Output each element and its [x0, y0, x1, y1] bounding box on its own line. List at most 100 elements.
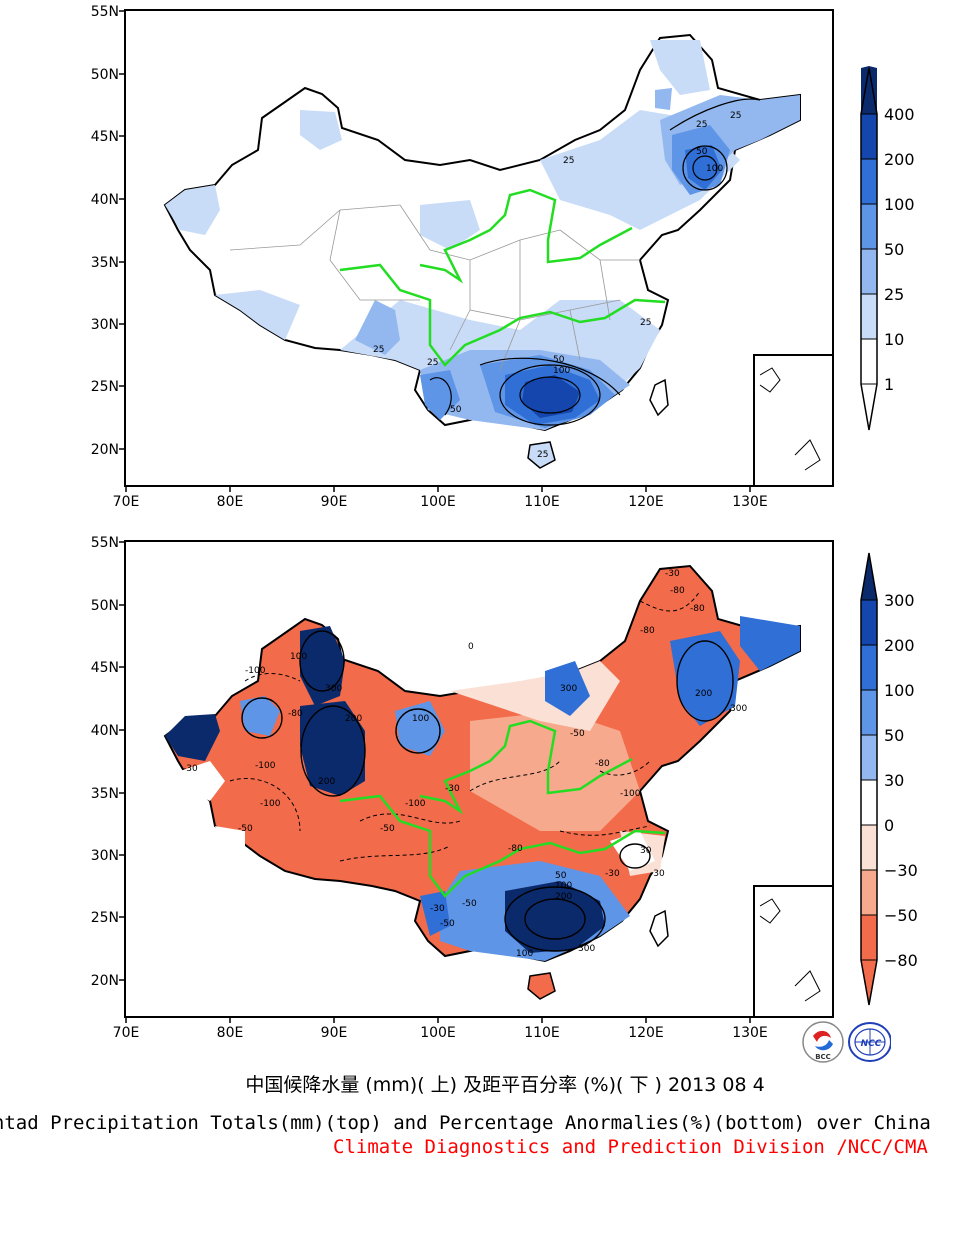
bottom-contour-label: -80 [690, 604, 705, 614]
bottom-contour-label: -50 [570, 729, 585, 739]
bottom-lon-label: 130E [732, 1025, 768, 1041]
bottom-contour-label: -80 [640, 626, 655, 636]
top-lon-labels: 70E 80E 90E 100E 110E 120E 130E [113, 494, 768, 510]
bottom-fill-patch [545, 661, 590, 716]
top-lat-label: 30N [91, 317, 119, 333]
top-lat-labels: 55N 50N 45N 40N 35N 30N 25N 20N [91, 4, 119, 458]
bottom-contour-label: -80 [670, 586, 685, 596]
bottom-dashed-contours [229, 590, 701, 862]
bcc-logo-text: BCC [815, 1053, 831, 1061]
bottom-contour-label: -50 [440, 919, 455, 929]
bottom-lat-label: 40N [91, 723, 119, 739]
bottom-colorbar-label: 100 [884, 681, 915, 700]
top-contour-label: 50 [450, 405, 462, 415]
ncc-logo-text: NCC [861, 1039, 882, 1049]
top-colorbar-swatch [861, 204, 877, 249]
top-lon-label: 110E [524, 494, 560, 510]
bottom-colorbar-swatch [861, 915, 877, 960]
top-colorbar-swatch [861, 339, 877, 384]
top-lat-ticks [119, 10, 125, 450]
bottom-colorbar-label: 200 [884, 636, 915, 655]
bottom-colorbar-swatch [861, 825, 877, 870]
top-hainan [527, 441, 556, 469]
top-lon-ticks [125, 486, 751, 492]
bottom-colorbar-label: −80 [884, 951, 918, 970]
bottom-lat-label: 35N [91, 786, 119, 802]
bottom-lon-ticks [125, 1017, 751, 1023]
top-contour-label: 100 [706, 164, 723, 174]
bottom-fill-patch [180, 761, 225, 801]
bottom-map-fills [163, 564, 801, 1000]
top-contour-label: 25 [730, 111, 741, 121]
top-rivers [339, 188, 666, 367]
bottom-contour-label: 100 [412, 714, 429, 724]
top-contour-label: 25 [427, 358, 438, 368]
top-colorbar-swatch [861, 294, 877, 339]
title-chinese: 中国候降水量 (mm)( 上) 及距平百分率 (%)( 下 ) 2013 08 … [245, 1074, 765, 1096]
top-contour-label: 50 [696, 147, 708, 157]
top-lat-label: 20N [91, 442, 119, 458]
top-lat-label: 55N [91, 4, 119, 20]
top-map-fills [163, 33, 801, 469]
top-lat-label: 40N [91, 192, 119, 208]
bottom-colorbar-swatch [861, 690, 877, 735]
top-colorbar-swatch [861, 114, 877, 159]
bottom-contour-label: -80 [288, 709, 303, 719]
bottom-fill-patch [420, 891, 450, 936]
bottom-lat-label: 30N [91, 848, 119, 864]
bottom-colorbar-swatch [861, 870, 877, 915]
top-colorbar-label: 200 [884, 150, 915, 169]
bottom-fill-patch [470, 711, 640, 831]
top-taiwan [649, 378, 669, 417]
bottom-fill-patch [670, 631, 740, 726]
bottom-contour-label: -100 [620, 789, 641, 799]
bottom-lat-label: 50N [91, 598, 119, 614]
bottom-contour-label: -100 [260, 799, 281, 809]
top-colorbar-label: 400 [884, 105, 915, 124]
bottom-map-panel: -100 100 300 200 -100 -80 -100 100 200 3… [0, 531, 960, 1051]
bottom-contour-label: 50 [555, 871, 567, 881]
bottom-hainan [527, 972, 556, 1000]
bottom-contour-label: -100 [245, 666, 266, 676]
top-fill-patch [650, 40, 710, 95]
top-contour-label: 25 [373, 345, 384, 355]
bottom-rivers [339, 719, 666, 898]
bottom-contour-label: 300 [578, 944, 595, 954]
bottom-contour-label: -50 [238, 824, 253, 834]
bottom-contour-labels: -100 100 300 200 -100 -80 -100 100 200 3… [183, 569, 747, 959]
bcc-logo: BCC [802, 1021, 844, 1063]
top-map-panel: 25 25 25 25 50 100 25 50 100 25 50 25 55… [0, 0, 960, 520]
top-fill-patch [655, 88, 672, 110]
bottom-lon-label: 90E [321, 1025, 348, 1041]
top-fill-patch [522, 375, 580, 418]
bottom-colorbar-label: 0 [884, 816, 894, 835]
top-colorbar-label: 100 [884, 195, 915, 214]
top-lat-label: 50N [91, 67, 119, 83]
top-contour-labels: 25 25 25 25 50 100 25 50 100 25 50 25 [373, 111, 741, 460]
top-colorbar-label: 50 [884, 240, 904, 259]
bottom-colorbar-swatch [861, 553, 877, 600]
top-contour-label: 25 [640, 318, 651, 328]
top-contour-label: 100 [553, 366, 570, 376]
bottom-lon-label: 120E [628, 1025, 664, 1041]
top-colorbar-label: 25 [884, 285, 904, 304]
bottom-colorbar-swatch [861, 645, 877, 690]
bottom-fill-patch [610, 831, 655, 871]
bottom-lat-label: 55N [91, 535, 119, 551]
bottom-lon-labels: 70E 80E 90E 100E 110E 120E 130E [113, 1025, 768, 1041]
bottom-contour-label: 100 [516, 949, 533, 959]
top-lon-label: 80E [217, 494, 244, 510]
bottom-contour-label: -30 [445, 784, 460, 794]
bottom-contour-label: 100 [555, 881, 572, 891]
bottom-contour-label: 300 [325, 684, 342, 694]
bottom-colorbar: 300 200 100 50 30 0 −30 −50 −80 [860, 552, 918, 1006]
top-colorbar-swatch [861, 159, 877, 204]
bottom-colorbar-swatch [861, 780, 877, 825]
bottom-map: -100 100 300 200 -100 -80 -100 100 200 3… [91, 535, 918, 1041]
bottom-contour-label: 200 [695, 689, 712, 699]
bottom-inset-map [753, 885, 834, 1018]
top-lat-label: 35N [91, 255, 119, 271]
top-map-frame [124, 9, 834, 487]
top-lon-label: 130E [732, 494, 768, 510]
bottom-lon-label: 100E [420, 1025, 456, 1041]
